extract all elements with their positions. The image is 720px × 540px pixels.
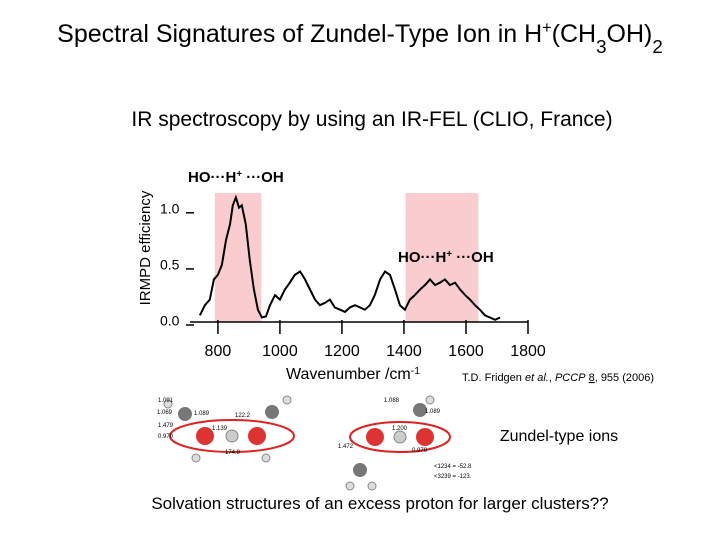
molecule-label: 0.970 bbox=[412, 448, 428, 454]
text-part: + bbox=[446, 249, 452, 260]
text-part: -1 bbox=[411, 366, 420, 377]
molecule-label: 1.472 bbox=[338, 444, 354, 450]
x-axis-label: Wavenumber /cm-1 bbox=[286, 366, 420, 384]
molecule-label: 1.200 bbox=[392, 426, 408, 432]
ellipse bbox=[169, 419, 295, 453]
atom bbox=[366, 428, 384, 446]
atom bbox=[425, 395, 435, 405]
annotation: HO···H+ ···OH bbox=[188, 169, 284, 187]
footer: Solvation structures of an excess proton… bbox=[151, 494, 608, 513]
atom bbox=[353, 463, 367, 477]
molecule-left bbox=[163, 395, 295, 463]
atom bbox=[416, 428, 434, 446]
atom bbox=[163, 399, 173, 409]
atom bbox=[393, 430, 407, 444]
molecule-right bbox=[345, 395, 451, 491]
text-part: 3 bbox=[596, 36, 606, 57]
annotation: HO···H+ ···OH bbox=[398, 249, 494, 267]
molecule-label: 174.9 bbox=[225, 450, 241, 456]
citation: T.D. Fridgen et al., PCCP 8, 955 (2006) bbox=[462, 372, 654, 384]
molecule-label: 122.2 bbox=[235, 413, 251, 419]
highlight-band bbox=[405, 193, 479, 322]
molecule-label: <1234 = -52.8 bbox=[434, 464, 472, 470]
x-tick-label: 800 bbox=[205, 343, 232, 360]
text-part: ···OH bbox=[452, 249, 494, 266]
text-part: HO···H bbox=[188, 169, 236, 186]
x-tick-label: 1600 bbox=[448, 343, 484, 360]
text-part: PCCP bbox=[555, 372, 586, 384]
molecule-label: 1.089 bbox=[425, 409, 441, 415]
molecule-label: 1.139 bbox=[212, 426, 228, 432]
molecule-label: 1.088 bbox=[384, 398, 400, 404]
text-part: + bbox=[236, 169, 242, 180]
atom bbox=[413, 403, 427, 417]
molecule-label: 1.089 bbox=[194, 411, 210, 417]
text-part: + bbox=[542, 19, 552, 37]
spectrum-line bbox=[199, 194, 501, 321]
atom bbox=[196, 427, 214, 445]
molecule-label: 1.069 bbox=[157, 410, 173, 416]
text-part: 8 bbox=[589, 372, 595, 384]
x-tick-label: 1400 bbox=[386, 343, 422, 360]
slide-title: Spectral Signatures of Zundel-Type Ion i… bbox=[57, 19, 663, 57]
atom bbox=[261, 453, 271, 463]
molecule-label: 1.091 bbox=[158, 398, 174, 404]
atom bbox=[225, 429, 239, 443]
atom bbox=[191, 453, 201, 463]
text-part: et al. bbox=[525, 372, 549, 384]
text-part: ···OH bbox=[242, 169, 284, 186]
ellipse bbox=[349, 421, 451, 453]
x-tick-label: 1800 bbox=[510, 343, 546, 360]
text-part: OH) bbox=[607, 20, 653, 48]
atom bbox=[282, 395, 292, 405]
atom bbox=[367, 481, 377, 491]
caption: Zundel-type ions bbox=[500, 428, 618, 445]
text-part: , bbox=[549, 372, 555, 384]
highlight-band bbox=[214, 193, 262, 322]
molecule-label: 0.970 bbox=[158, 434, 174, 440]
y-axis-label: IRMPD efficiency bbox=[137, 190, 154, 305]
x-tick-label: 1000 bbox=[262, 343, 298, 360]
text-part: Wavenumber /cm bbox=[286, 366, 411, 383]
atom bbox=[265, 405, 279, 419]
x-tick-label: 1200 bbox=[324, 343, 360, 360]
atom bbox=[178, 407, 192, 421]
text-part: (CH bbox=[552, 20, 596, 48]
text-part: Spectral Signatures of Zundel-Type Ion i… bbox=[57, 20, 542, 48]
molecule-label: <3239 = -123. bbox=[434, 474, 472, 480]
atom bbox=[248, 427, 266, 445]
subtitle: IR spectroscopy by using an IR-FEL (CLIO… bbox=[131, 108, 612, 131]
y-tick-label: 0.0 bbox=[160, 313, 180, 329]
y-tick-label: 1.0 bbox=[160, 201, 180, 217]
text-part: 2 bbox=[652, 36, 662, 57]
text-part: T.D. Fridgen bbox=[462, 372, 525, 384]
y-tick-label: 0.5 bbox=[160, 257, 180, 273]
molecule-label: 1.479 bbox=[158, 423, 174, 429]
text-part: , 955 (2006) bbox=[595, 372, 654, 384]
text-part: HO···H bbox=[398, 249, 446, 266]
atom bbox=[345, 481, 355, 491]
